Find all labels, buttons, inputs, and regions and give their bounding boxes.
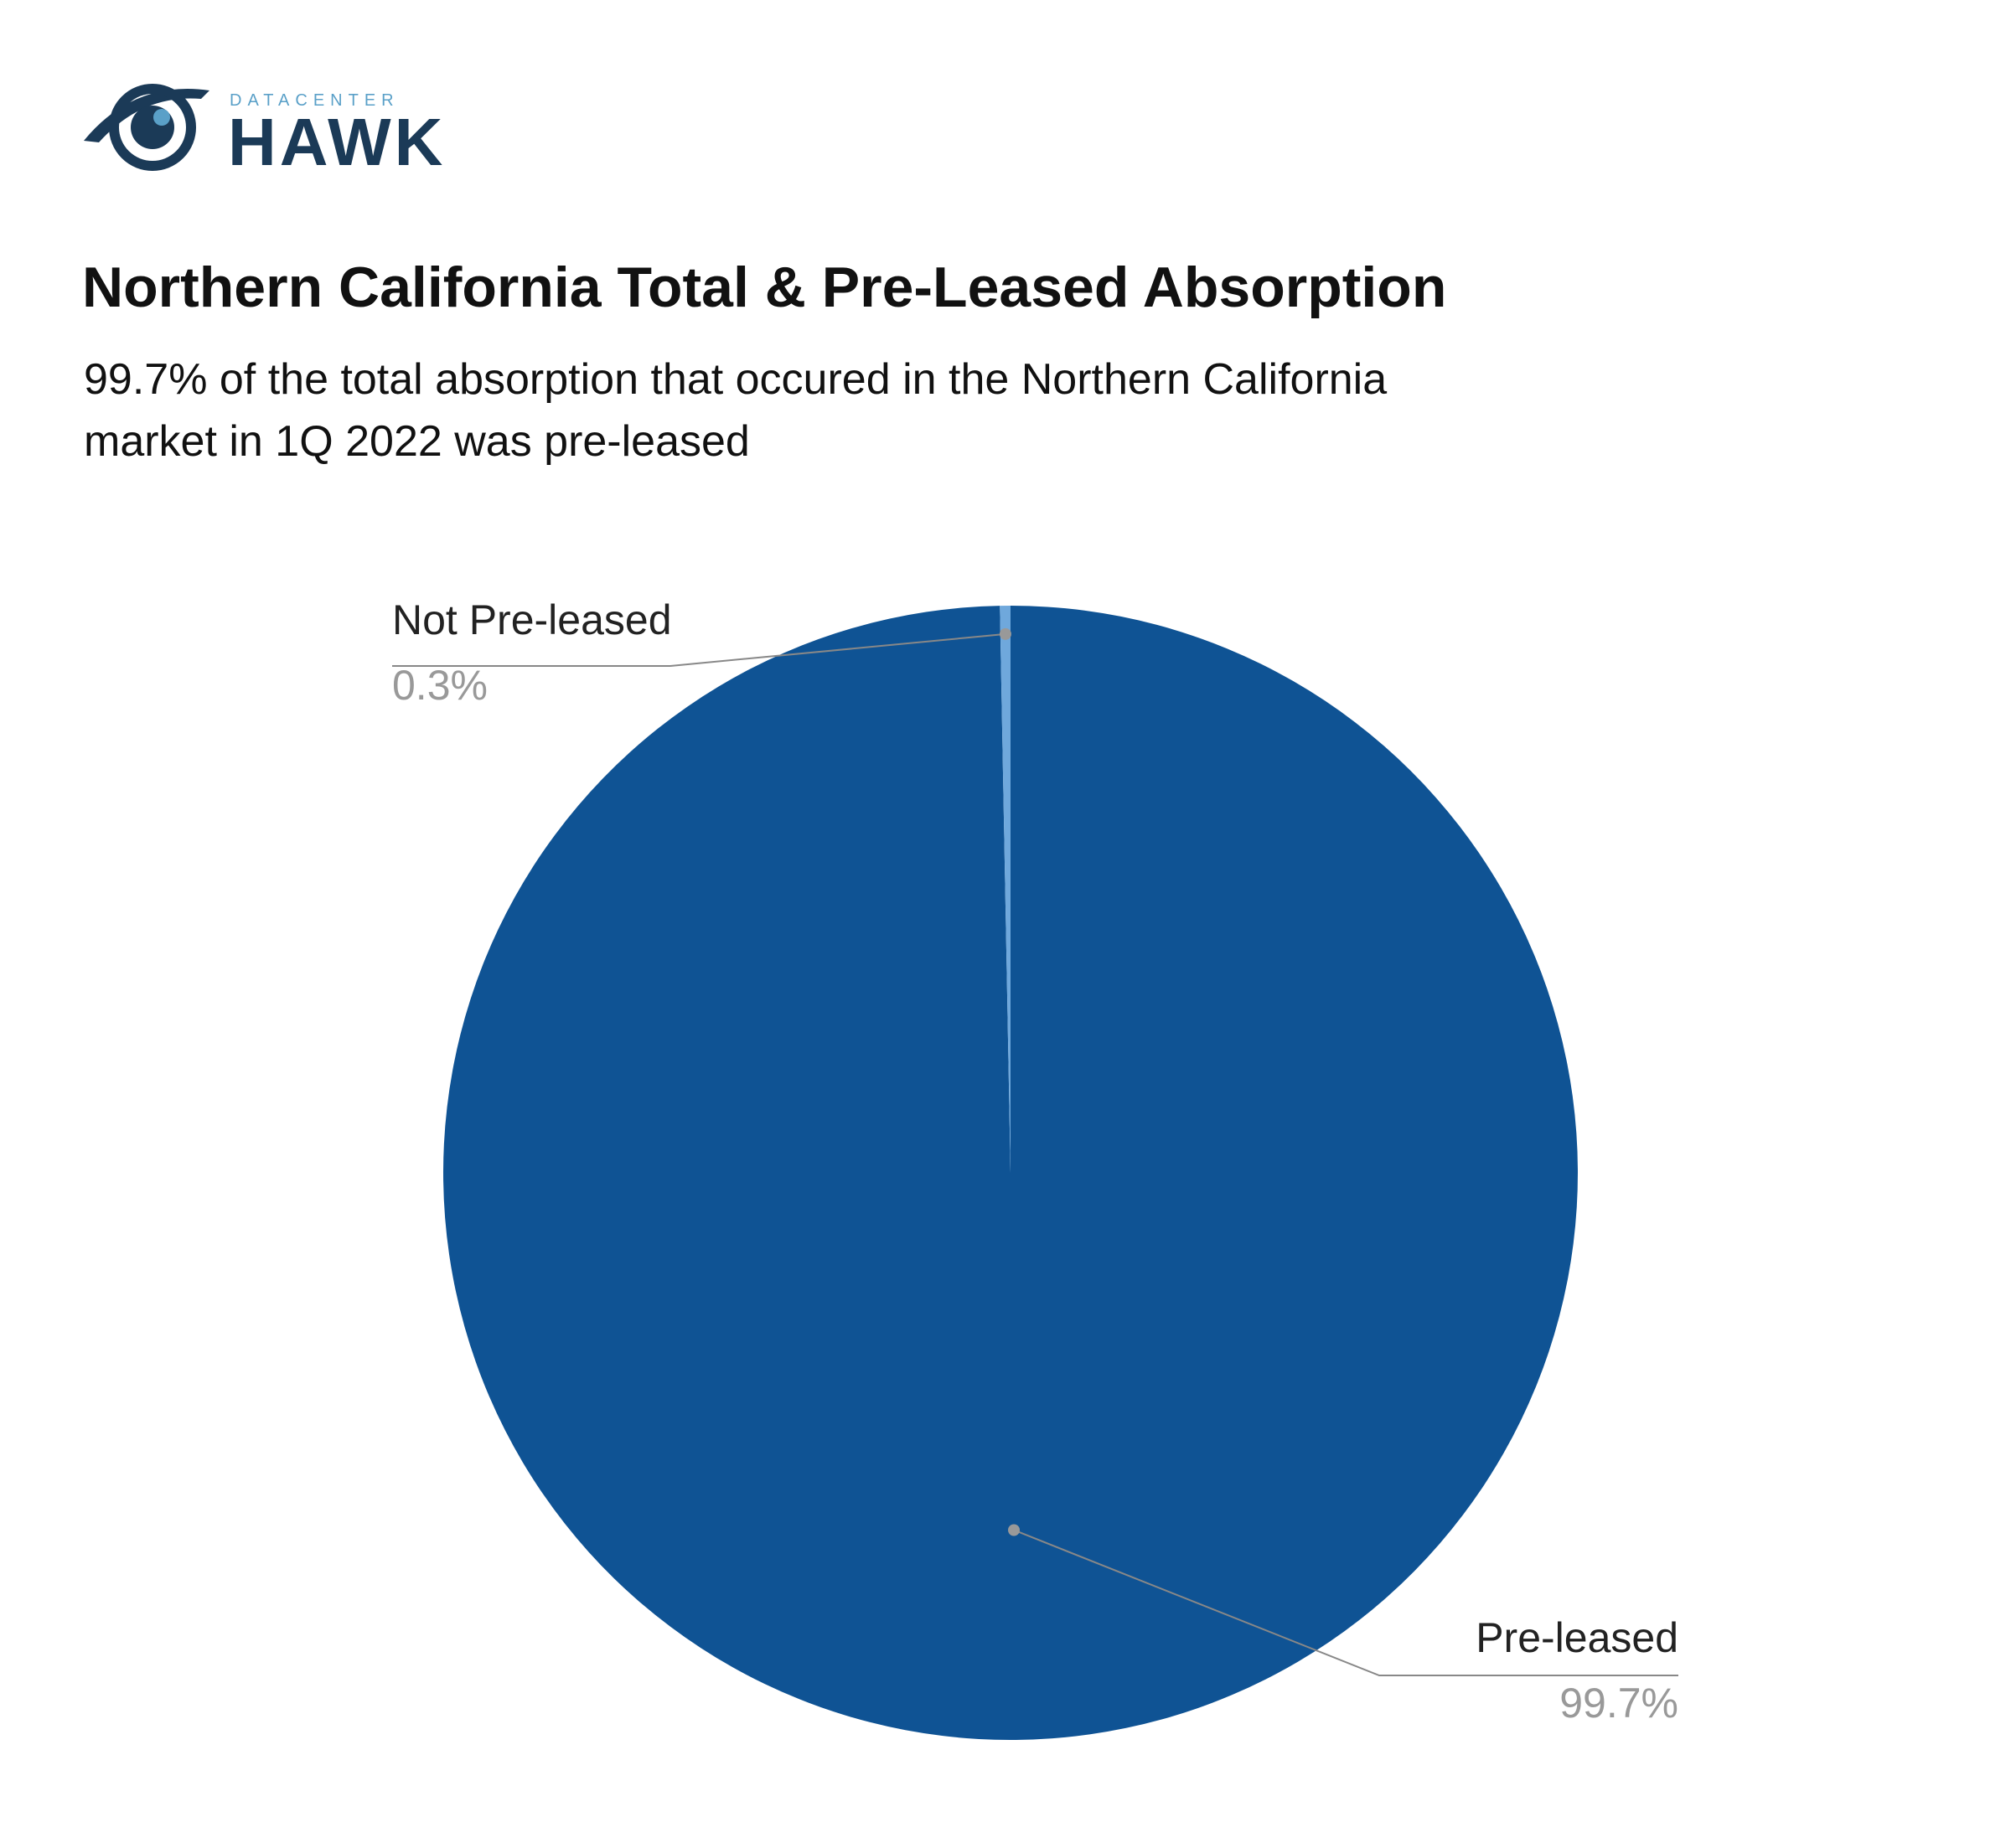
chart-subtitle: market in 1Q 2022 was pre-leased [84,417,750,466]
logo-small-text: DATACENTER [230,91,400,110]
leader-dot [999,627,1011,640]
logo-glint [153,109,170,126]
slice-label: Pre-leased [1476,1614,1678,1661]
leader-line [1013,1529,1678,1676]
logo-large-text: HAWK [228,105,446,179]
logo-eye-ring [109,84,196,171]
slice-value-label: 99.7% [1559,1680,1678,1727]
pie-slice [442,606,1578,1740]
logo: DATACENTER HAWK [84,84,446,179]
logo-eye-top [84,89,209,142]
slice-label: Not Pre-leased [392,596,672,643]
chart-subtitle: 99.7% of the total absorption that occur… [84,355,1387,404]
leader-line [392,632,1006,667]
leader-dot [1008,1524,1021,1536]
slice-value-label: 0.3% [392,662,488,709]
pie-slice [1000,606,1011,1173]
chart-title: Northern California Total & Pre-Leased A… [82,256,1446,319]
